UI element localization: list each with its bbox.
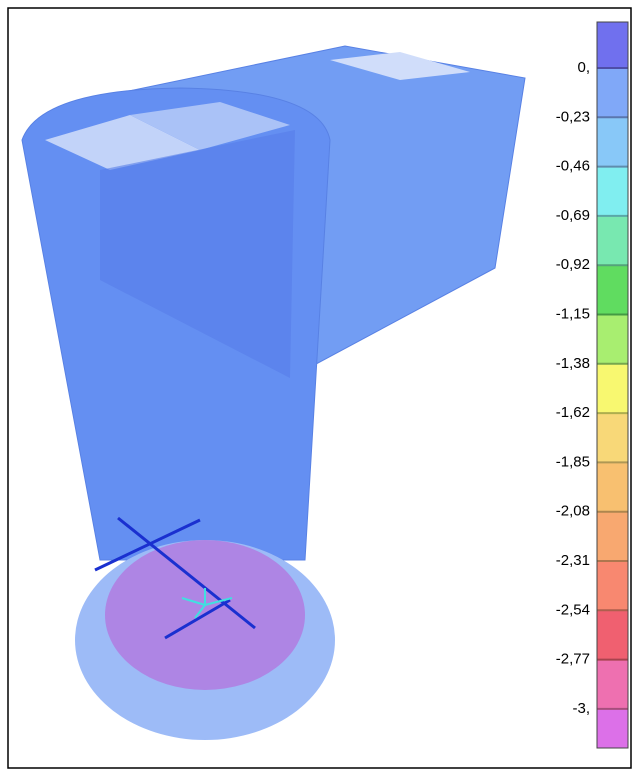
legend-label: -0,46 bbox=[556, 158, 590, 175]
legend-band bbox=[597, 610, 628, 659]
legend-label: -2,08 bbox=[556, 503, 590, 520]
legend-label: -3, bbox=[572, 700, 590, 717]
legend-label: -2,31 bbox=[556, 552, 590, 569]
legend-band bbox=[597, 512, 628, 561]
legend-band bbox=[597, 167, 628, 216]
legend-band bbox=[597, 364, 628, 413]
legend-label: 0, bbox=[577, 59, 590, 76]
legend-band bbox=[597, 265, 628, 314]
legend-label: -0,69 bbox=[556, 207, 590, 224]
legend-label: -1,15 bbox=[556, 305, 590, 322]
legend-band bbox=[597, 462, 628, 511]
legend-band bbox=[597, 413, 628, 462]
legend-label: -1,62 bbox=[556, 404, 590, 421]
legend-label: -1,85 bbox=[556, 453, 590, 470]
legend-band bbox=[597, 216, 628, 265]
legend-label: -0,92 bbox=[556, 256, 590, 273]
legend-band bbox=[597, 709, 628, 748]
legend-band bbox=[597, 68, 628, 117]
legend-label: -1,38 bbox=[556, 355, 590, 372]
legend-label: -2,54 bbox=[556, 601, 590, 618]
legend-label: -2,77 bbox=[556, 651, 590, 668]
legend-label: -0,23 bbox=[556, 108, 590, 125]
legend-band bbox=[597, 315, 628, 364]
legend-band bbox=[597, 117, 628, 166]
legend-band bbox=[597, 660, 628, 709]
screen: 0, -0,23 -0,46 -0,69 -0,92 -1,15 -1,38 -1,62 -1,… bbox=[0, 0, 632, 769]
legend-band bbox=[597, 22, 628, 68]
legend-band bbox=[597, 561, 628, 610]
